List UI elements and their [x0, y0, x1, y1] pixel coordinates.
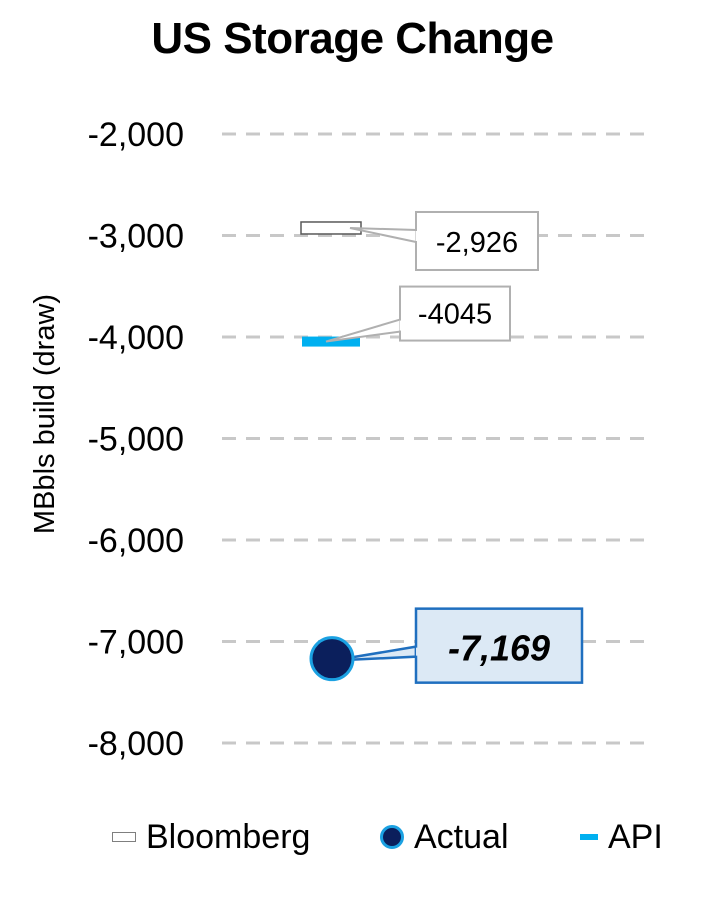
y-tick-label: -5,000: [88, 421, 184, 459]
y-tick-label: -6,000: [88, 522, 184, 560]
actual-data-label: -7,169: [448, 628, 550, 669]
y-tick-label: -8,000: [88, 725, 184, 763]
api-data-label: -4045: [418, 299, 492, 331]
legend-item-actual: Actual: [380, 812, 509, 862]
y-tick-label: -4,000: [88, 319, 184, 357]
y-axis-ticks: -2,000 -3,000 -4,000 -5,000 -6,000 -7,000 -8,0…: [88, 116, 184, 763]
y-tick-label: -2,000: [88, 116, 184, 154]
bloomberg-callout-box: [415, 210, 539, 271]
legend: Bloomberg Actual API: [0, 812, 705, 862]
actual-marker: [309, 636, 355, 682]
actual-callout-box: [414, 607, 584, 684]
legend-bloomberg-swatch: [112, 832, 136, 842]
legend-item-bloomberg: Bloomberg: [112, 812, 310, 862]
legend-actual-label: Actual: [414, 817, 509, 856]
legend-api-label: API: [608, 817, 663, 856]
chart-title: US Storage Change: [151, 14, 554, 63]
legend-bloomberg-label: Bloomberg: [146, 817, 311, 856]
legend-actual-swatch: [380, 825, 404, 849]
y-axis-label: MBbls build (draw): [29, 294, 61, 534]
legend-item-api: API: [580, 812, 663, 862]
y-tick-label: -7,000: [88, 624, 184, 662]
bloomberg-callout-pointer: [349, 226, 417, 244]
api-callout-box: [399, 285, 511, 342]
bloomberg-data-label: -2,926: [436, 227, 518, 259]
data-marks: -2,926 -4045 -7,169: [300, 210, 584, 684]
api-callout-pointer: [325, 318, 401, 343]
y-tick-label: -3,000: [88, 218, 184, 256]
legend-api-swatch: [580, 834, 598, 840]
